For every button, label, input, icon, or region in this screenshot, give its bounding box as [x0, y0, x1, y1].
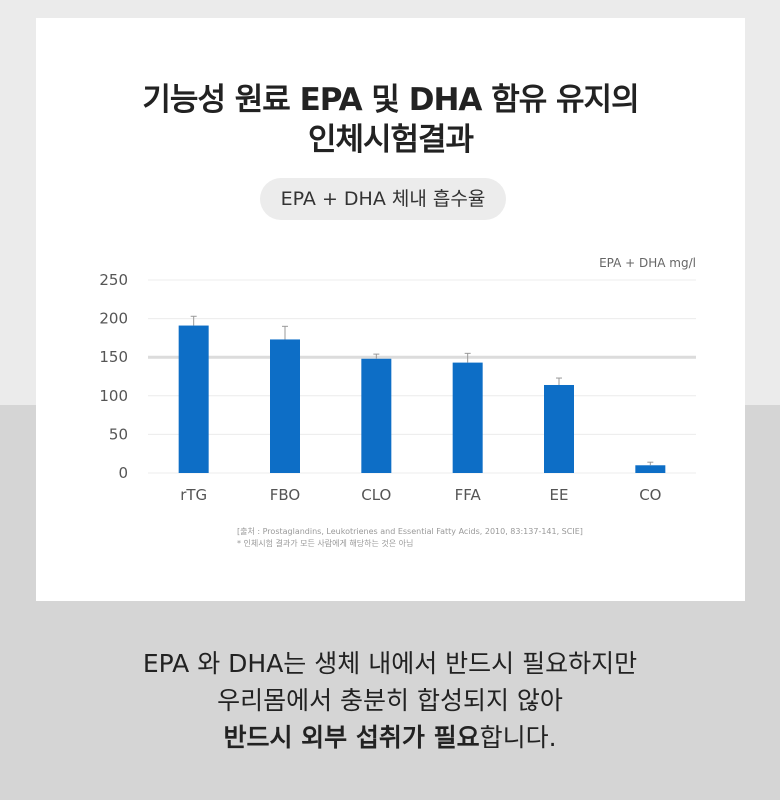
- chart-card: 기능성 원료 EPA 및 DHA 함유 유지의 인체시험결과 EPA + DHA…: [36, 18, 745, 601]
- x-tick-label: FFA: [455, 486, 482, 504]
- bar: [452, 362, 483, 473]
- x-tick-label: rTG: [180, 486, 207, 504]
- bar-chart: 0 50 100 150 200 250 rTG FBO CLO FFA EE CO: [99, 271, 696, 504]
- y-tick-label: 200: [99, 310, 128, 328]
- bar: [178, 325, 209, 473]
- x-tick-label: CO: [639, 486, 661, 504]
- x-tick-label: EE: [550, 486, 569, 504]
- bar: [635, 465, 666, 473]
- y-tick-label: 100: [99, 387, 128, 405]
- y-tick-label: 0: [118, 464, 128, 482]
- bar: [270, 339, 300, 473]
- bar: [361, 358, 392, 473]
- y-tick-label: 150: [99, 348, 128, 366]
- y-tick-label: 250: [99, 271, 128, 289]
- source-citation: [출처 : Prostaglandins, Leukotrienes and E…: [237, 527, 583, 536]
- bottom-line-3-rest: 합니다.: [479, 723, 557, 752]
- y-unit-label: EPA + DHA mg/l: [599, 256, 696, 270]
- bottom-line-1: EPA 와 DHA는 생체 내에서 반드시 필요하지만: [142, 649, 638, 678]
- bottom-line-2: 우리몸에서 충분히 합성되지 않아: [217, 686, 563, 715]
- source-disclaimer: * 인체시험 결과가 모든 사람에게 해당하는 것은 아님: [237, 539, 414, 548]
- bottom-line-3-bold: 반드시 외부 섭취가 필요: [223, 723, 480, 752]
- x-tick-label: CLO: [361, 486, 391, 504]
- y-tick-label: 50: [109, 425, 128, 443]
- bottom-line-3: 반드시 외부 섭취가 필요합니다.: [0, 719, 780, 756]
- metric-pill: EPA + DHA 체내 흡수율: [260, 178, 506, 220]
- bottom-message: EPA 와 DHA는 생체 내에서 반드시 필요하지만 우리몸에서 충분히 합성…: [0, 645, 780, 756]
- page-title: 기능성 원료 EPA 및 DHA 함유 유지의 인체시험결과: [36, 80, 745, 160]
- title-line-2: 인체시험결과: [307, 122, 474, 158]
- bar: [544, 384, 574, 473]
- title-line-1: 기능성 원료 EPA 및 DHA 함유 유지의: [142, 82, 639, 118]
- source-note: [출처 : Prostaglandins, Leukotrienes and E…: [237, 526, 583, 550]
- x-tick-label: FBO: [270, 486, 300, 504]
